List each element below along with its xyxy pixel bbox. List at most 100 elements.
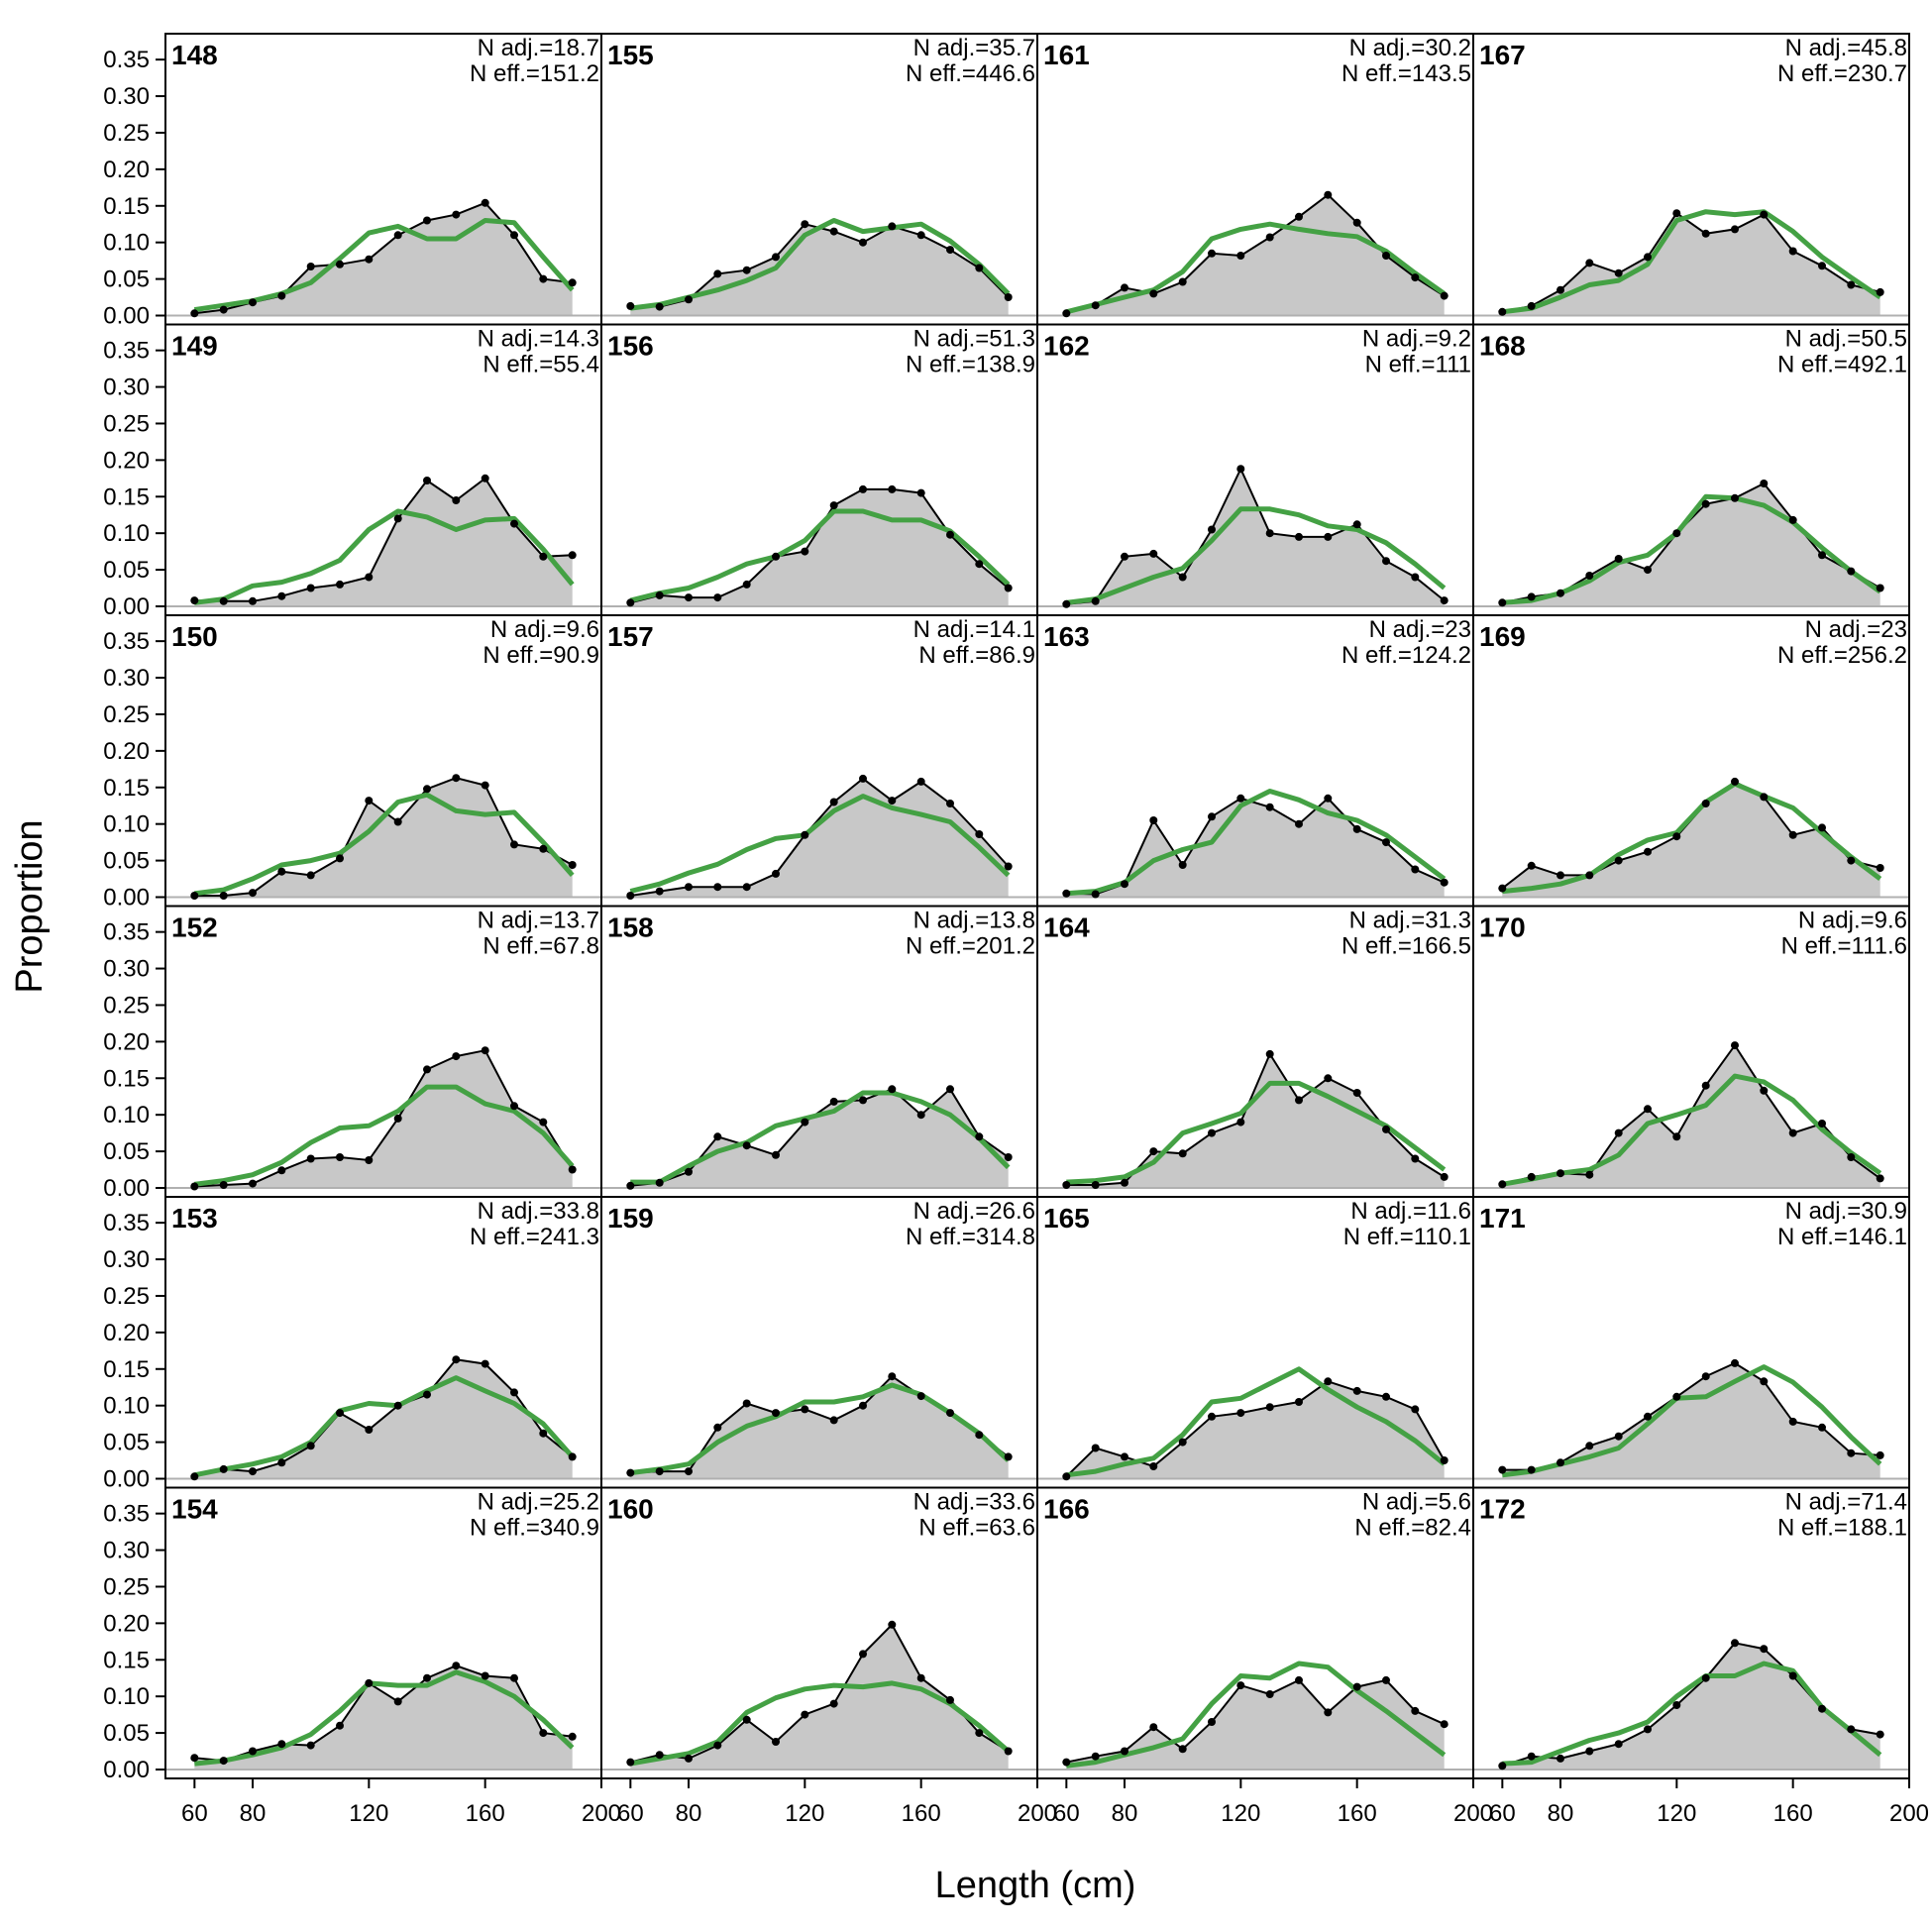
observed-point — [306, 263, 315, 270]
observed-point — [829, 501, 838, 510]
panel-label: 152 — [171, 912, 218, 943]
observed-point — [1382, 1675, 1390, 1684]
observed-point — [888, 1372, 897, 1381]
observed-point — [249, 1467, 257, 1476]
observed-point — [801, 220, 809, 229]
observed-point — [713, 593, 722, 602]
observed-point — [249, 1747, 257, 1756]
panel-153: 153 N adj.=33.8N eff.=241.3 — [164, 1196, 602, 1489]
observed-point — [975, 830, 984, 838]
observed-point — [365, 1678, 374, 1687]
observed-point — [742, 1715, 751, 1724]
observed-point — [1731, 1639, 1739, 1648]
observed-point — [772, 1738, 780, 1746]
observed-point — [452, 210, 461, 219]
observed-point — [1876, 1730, 1884, 1739]
y-tick-label: 0.35 — [103, 919, 150, 946]
panel-frame-172 — [1472, 1486, 1910, 1779]
y-tick-label: 0.15 — [103, 483, 150, 510]
y-tick-label: 0.25 — [103, 120, 150, 147]
observed-point — [1295, 212, 1303, 221]
observed-point — [306, 1154, 315, 1163]
observed-point — [1876, 1174, 1884, 1183]
observed-point — [1760, 210, 1769, 219]
observed-point — [481, 198, 489, 207]
observed-point — [1295, 819, 1303, 828]
panel-n-eff: N eff.=201.2 — [906, 933, 1035, 960]
panel-n-adj: N adj.=23 — [1805, 616, 1907, 643]
observed-point — [801, 1405, 809, 1414]
observed-area-163 — [1066, 798, 1445, 898]
observed-area-162 — [1066, 469, 1445, 606]
panel-n-eff: N eff.=151.2 — [470, 60, 599, 87]
observed-point — [946, 1085, 954, 1094]
observed-point — [1614, 1432, 1623, 1441]
observed-point — [1527, 1172, 1536, 1181]
observed-point — [801, 1710, 809, 1719]
panel-grid: 148 N adj.=18.7N eff.=151.2 155 N adj.=35.7… — [164, 33, 1910, 1779]
observed-point — [336, 854, 344, 863]
observed-point — [277, 291, 286, 300]
panel-156: 156 N adj.=51.3N eff.=138.9 — [600, 323, 1038, 616]
panel-159: 159 N adj.=26.6N eff.=314.8 — [600, 1196, 1038, 1489]
expected-line-162 — [1065, 506, 1447, 605]
observed-point — [1062, 599, 1071, 608]
observed-point — [1585, 259, 1594, 268]
observed-point — [1731, 1041, 1739, 1050]
expected-line-171 — [1501, 1364, 1882, 1478]
observed-point — [393, 231, 402, 240]
y-tick-label: 0.35 — [103, 628, 150, 655]
y-tick-label: 0.00 — [103, 1757, 150, 1783]
observed-point — [1236, 465, 1245, 474]
y-tick-label: 0.05 — [103, 848, 150, 875]
observed-point — [1295, 1398, 1303, 1406]
observed-point — [1149, 1723, 1158, 1732]
expected-line-148 — [193, 218, 575, 313]
observed-point — [306, 871, 315, 880]
expected-line-165 — [1065, 1366, 1447, 1478]
y-tick-label: 0.10 — [103, 230, 150, 257]
y-tick-label: 0.30 — [103, 83, 150, 110]
observed-area-150 — [194, 778, 573, 898]
panel-label: 150 — [171, 621, 218, 652]
observed-point — [888, 484, 897, 493]
panel-n-eff: N eff.=138.9 — [906, 352, 1035, 378]
observed-point — [423, 785, 431, 794]
observed-point — [1760, 1086, 1769, 1095]
y-tick-label: 0.00 — [103, 885, 150, 912]
panel-157: 157 N adj.=14.1N eff.=86.9 — [600, 614, 1038, 908]
observed-point — [1556, 871, 1564, 880]
observed-point — [1644, 847, 1652, 856]
observed-line-153 — [194, 1358, 574, 1478]
panel-label: 165 — [1043, 1203, 1090, 1234]
panel-n-eff: N eff.=314.8 — [906, 1224, 1035, 1250]
observed-point — [1149, 1147, 1158, 1156]
observed-point — [1265, 803, 1274, 811]
observed-line-163 — [1066, 797, 1446, 896]
observed-point — [1440, 291, 1449, 300]
y-tick-label: 0.35 — [103, 1210, 150, 1236]
panel-154: 154 N adj.=25.2N eff.=340.9 — [164, 1486, 602, 1779]
observed-area-152 — [194, 1050, 573, 1188]
observed-point — [801, 547, 809, 556]
observed-area-161 — [1066, 194, 1445, 316]
observed-point — [568, 551, 577, 560]
observed-point — [510, 231, 518, 240]
panel-n-eff: N eff.=188.1 — [1777, 1515, 1907, 1542]
y-tick-label: 0.25 — [103, 992, 150, 1019]
observed-point — [249, 596, 257, 605]
observed-point — [1324, 1074, 1333, 1083]
y-tick-label: 0.30 — [103, 1538, 150, 1564]
observed-point — [1062, 889, 1071, 898]
x-tick-label: 200 — [1889, 1800, 1929, 1827]
observed-point — [655, 590, 664, 599]
y-tick-label: 0.20 — [103, 157, 150, 183]
observed-point — [1876, 287, 1884, 296]
y-tick-label: 0.20 — [103, 447, 150, 474]
panel-n-eff: N eff.=166.5 — [1342, 933, 1471, 960]
observed-point — [1527, 301, 1536, 310]
observed-point — [829, 1097, 838, 1106]
observed-point — [946, 246, 954, 255]
panel-n-adj: N adj.=13.7 — [478, 908, 599, 934]
x-tick-label: 200 — [1453, 1800, 1493, 1827]
